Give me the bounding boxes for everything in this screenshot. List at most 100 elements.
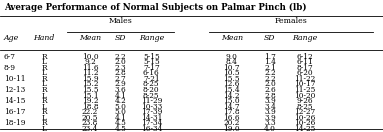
Text: 14-25: 14-25 [294, 125, 315, 132]
Text: 19.0: 19.0 [223, 125, 240, 132]
Text: 10.7: 10.7 [223, 64, 240, 72]
Text: 2.3: 2.3 [115, 64, 126, 72]
Text: 8-17: 8-17 [296, 64, 313, 72]
Text: 23.8: 23.8 [82, 119, 98, 127]
Text: R: R [41, 119, 47, 127]
Text: 7-21: 7-21 [143, 75, 160, 83]
Text: 10-20: 10-20 [294, 92, 315, 100]
Text: Age: Age [4, 34, 19, 42]
Text: 12-13: 12-13 [4, 86, 25, 94]
Text: 2.0: 2.0 [115, 58, 126, 66]
Text: L: L [42, 69, 46, 77]
Text: Average Performance of Normal Subjects on Palmar Pinch (lb): Average Performance of Normal Subjects o… [4, 3, 306, 12]
Text: 4.1: 4.1 [115, 114, 127, 122]
Text: L: L [42, 125, 46, 132]
Text: Range: Range [139, 34, 164, 42]
Text: 23.4: 23.4 [82, 125, 98, 132]
Text: 10.5: 10.5 [223, 69, 240, 77]
Text: R: R [41, 108, 47, 116]
Text: 15.4: 15.4 [223, 86, 240, 94]
Text: 11.6: 11.6 [82, 64, 98, 72]
Text: 7-17: 7-17 [143, 64, 160, 72]
Text: 6-11: 6-11 [296, 58, 313, 66]
Text: 4.0: 4.0 [264, 125, 276, 132]
Text: 8-20: 8-20 [143, 86, 160, 94]
Text: L: L [42, 103, 46, 111]
Text: 20.2: 20.2 [224, 119, 240, 127]
Text: 15.2: 15.2 [82, 81, 98, 88]
Text: R: R [41, 64, 47, 72]
Text: 10-26: 10-26 [294, 119, 315, 127]
Text: 12-27: 12-27 [294, 108, 315, 116]
Text: 20.5: 20.5 [82, 114, 98, 122]
Text: Mean: Mean [79, 34, 101, 42]
Text: 14-15: 14-15 [4, 97, 25, 105]
Text: SD: SD [115, 34, 126, 42]
Text: 11-22: 11-22 [294, 75, 315, 83]
Text: L: L [42, 92, 46, 100]
Text: SD: SD [264, 34, 276, 42]
Text: 1.7: 1.7 [264, 53, 276, 61]
Text: 8-25: 8-25 [143, 81, 160, 88]
Text: R: R [41, 97, 47, 105]
Text: Mean: Mean [221, 34, 243, 42]
Text: 4.5: 4.5 [115, 125, 127, 132]
Text: 14.2: 14.2 [223, 92, 240, 100]
Text: 10-17: 10-17 [294, 81, 315, 88]
Text: 4.1: 4.1 [115, 92, 127, 100]
Text: 16-34: 16-34 [141, 125, 162, 132]
Text: R: R [41, 75, 47, 83]
Text: 3.6: 3.6 [115, 86, 126, 94]
Text: 3.9: 3.9 [264, 108, 276, 116]
Text: 3.4: 3.4 [264, 103, 276, 111]
Text: 16-17: 16-17 [4, 108, 25, 116]
Text: 6-20: 6-20 [296, 69, 313, 77]
Text: 8-9: 8-9 [4, 64, 16, 72]
Text: 5-15: 5-15 [143, 53, 160, 61]
Text: 15.0: 15.0 [223, 97, 240, 105]
Text: 11.2: 11.2 [82, 69, 98, 77]
Text: 2.2: 2.2 [115, 53, 126, 61]
Text: 17-39: 17-39 [141, 108, 162, 116]
Text: L: L [42, 58, 46, 66]
Text: 15.1: 15.1 [82, 92, 98, 100]
Text: 5.0: 5.0 [115, 103, 127, 111]
Text: 16.6: 16.6 [223, 114, 240, 122]
Text: 10-26: 10-26 [294, 114, 315, 122]
Text: 2.1: 2.1 [264, 64, 276, 72]
Text: 9-26: 9-26 [296, 97, 313, 105]
Text: 1.4: 1.4 [264, 58, 276, 66]
Text: 3.9: 3.9 [264, 97, 276, 105]
Text: 8-25: 8-25 [296, 103, 313, 111]
Text: Males: Males [109, 17, 133, 25]
Text: 8-25: 8-25 [143, 92, 160, 100]
Text: 2.0: 2.0 [264, 81, 276, 88]
Text: Range: Range [292, 34, 317, 42]
Text: 4.5: 4.5 [115, 119, 127, 127]
Text: 18-19: 18-19 [4, 119, 25, 127]
Text: L: L [42, 81, 46, 88]
Text: 9.2: 9.2 [84, 58, 96, 66]
Text: 2.9: 2.9 [115, 81, 126, 88]
Text: 18.8: 18.8 [82, 103, 98, 111]
Text: Females: Females [275, 17, 308, 25]
Text: 10-11: 10-11 [4, 75, 25, 83]
Text: 15.5: 15.5 [223, 75, 240, 83]
Text: 6-16: 6-16 [143, 69, 160, 77]
Text: 6-7: 6-7 [4, 53, 16, 61]
Text: 5.0: 5.0 [115, 108, 127, 116]
Text: 8.4: 8.4 [226, 58, 238, 66]
Text: 2.8: 2.8 [264, 92, 276, 100]
Text: 14-31: 14-31 [141, 114, 162, 122]
Text: 11-29: 11-29 [141, 97, 162, 105]
Text: 6-12: 6-12 [296, 53, 313, 61]
Text: Hand: Hand [33, 34, 55, 42]
Text: 2.7: 2.7 [115, 75, 126, 83]
Text: 5-15: 5-15 [143, 58, 160, 66]
Text: 17-34: 17-34 [141, 119, 162, 127]
Text: 14.7: 14.7 [223, 103, 240, 111]
Text: 2.2: 2.2 [264, 69, 276, 77]
Text: R: R [41, 53, 47, 61]
Text: 15.5: 15.5 [82, 86, 98, 94]
Text: 2.8: 2.8 [115, 69, 126, 77]
